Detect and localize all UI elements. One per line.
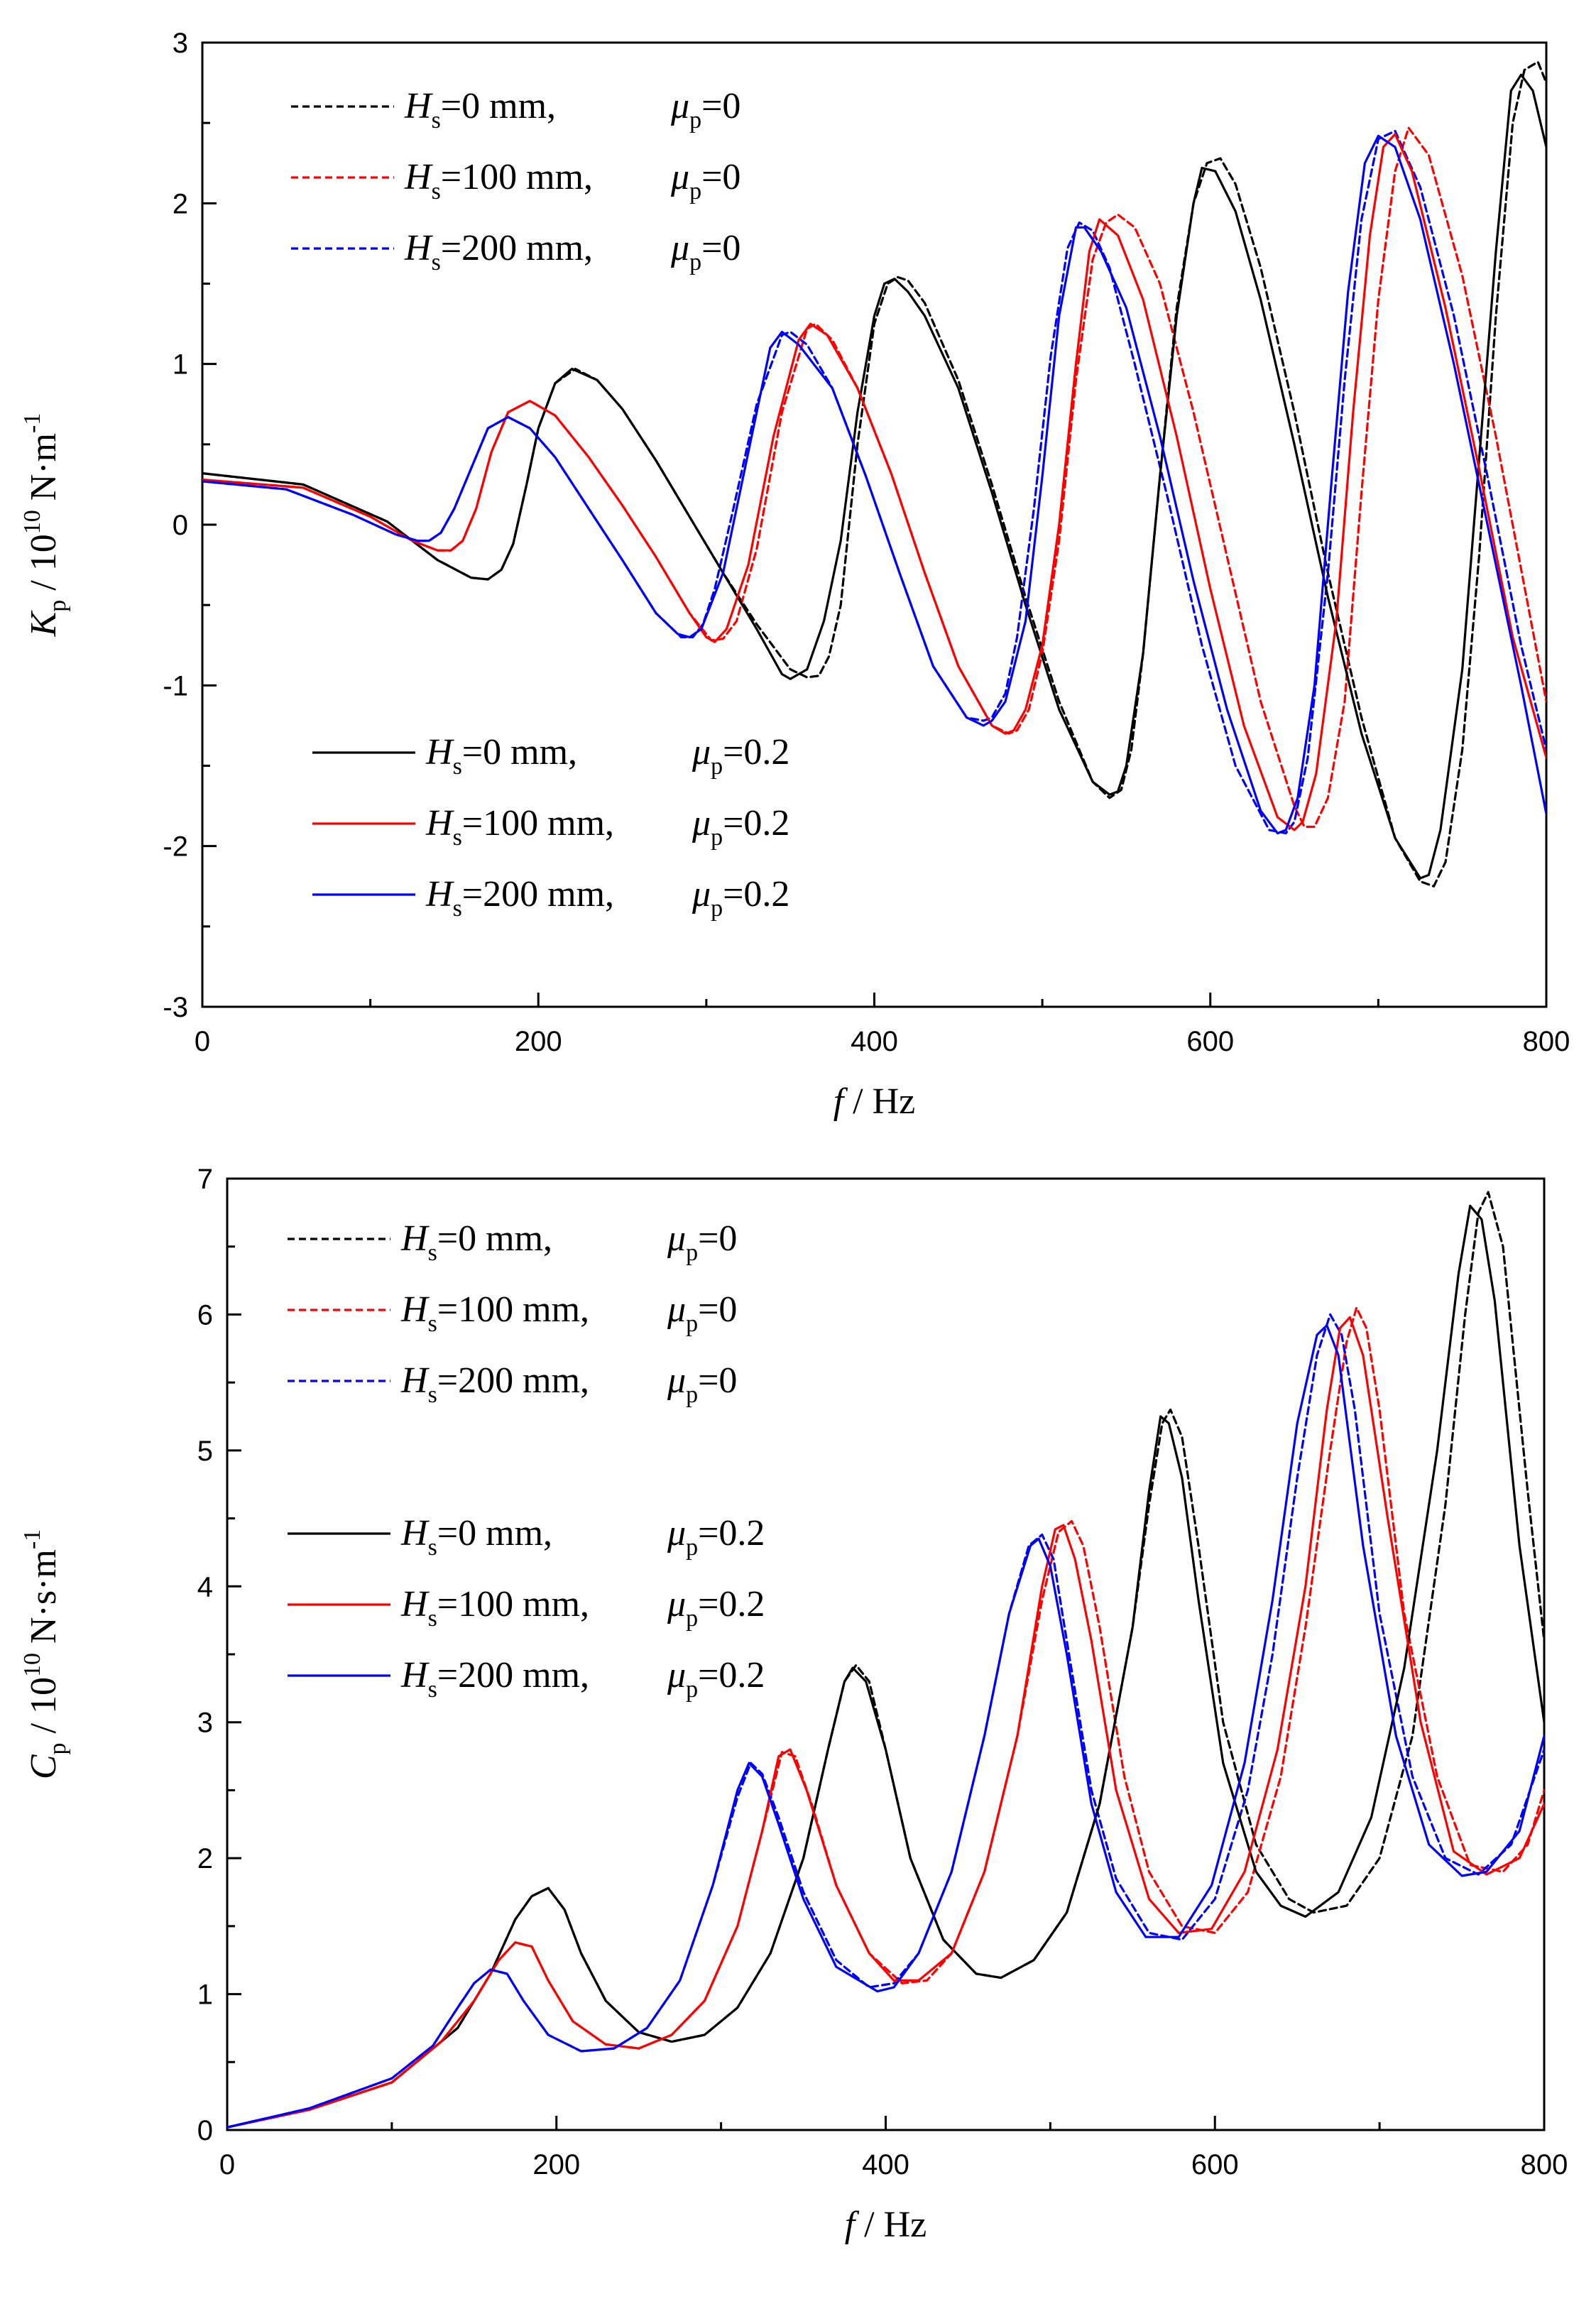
legend: Hs=0 mm, μp=0 Hs=100 mm, μp=0 Hs=200 mm, μp=0 [288,1218,737,1408]
legend-entry-label: Hs=200 mm, μp=0 [404,228,740,275]
legend-entry-label: Hs=0 mm, μp=0.2 [425,732,789,780]
legend-entry-label: Hs=200 mm, μp=0.2 [425,874,789,922]
legend-entry-label: Hs=100 mm, μp=0 [404,157,740,204]
series-line [202,60,1546,888]
x-tick-label: 0 [219,2149,235,2180]
legend-entry-label: Hs=100 mm, μp=0.2 [400,1584,765,1632]
x-tick-label: 0 [195,1026,210,1057]
x-tick-label: 200 [515,1026,562,1057]
y-tick-label: 0 [197,2115,213,2146]
x-tick-label: 600 [1191,2149,1239,2180]
legend-entry-label: Hs=0 mm, μp=0 [400,1218,737,1266]
y-tick-label: 2 [173,188,188,219]
y-tick-label: 6 [197,1299,213,1331]
series-line [227,1204,1544,2129]
legend-entry-label: Hs=200 mm, μp=0 [400,1360,737,1408]
legend: Hs=0 mm, μp=0 Hs=100 mm, μp=0 Hs=200 mm, μp=0 [291,86,740,275]
y-axis-label: Cp / 1010 N·s·m-1 [19,1529,71,1779]
y-axis-label: Kp / 1010 N·m-1 [19,413,71,638]
x-tick-label: 200 [532,2149,580,2180]
y-tick-label: 1 [173,349,188,381]
y-tick-label: -3 [163,992,188,1023]
x-tick-label: 400 [862,2149,909,2180]
y-tick-label: 1 [197,1979,213,2011]
series-line [202,129,1546,835]
legend-entry-label: Hs=200 mm, μp=0.2 [400,1655,765,1703]
legend-entry-label: Hs=100 mm, μp=0 [400,1289,737,1337]
legend: Hs=0 mm, μp=0.2 Hs=100 mm, μp=0.2 Hs=200 mm,… [312,732,789,922]
series-line [227,1316,1544,2129]
x-axis-label: f / Hz [845,2205,927,2245]
legend: Hs=0 mm, μp=0.2 Hs=100 mm, μp=0.2 Hs=200 mm,… [288,1513,765,1703]
y-tick-label: 2 [197,1843,213,1874]
series-line [202,126,1546,829]
y-tick-label: 3 [173,28,188,59]
series-line [227,1313,1544,2129]
x-axis-label: f / Hz [833,1081,916,1122]
kp-chart: 0 200 400 600 800 -3 -2 -1 0 1 2 3 f / Hz Kp / 1010 N… [19,28,1570,1122]
legend-entry-label: Hs=0 mm, μp=0 [404,86,740,133]
y-tick-label: 3 [197,1708,213,1739]
series-line [227,1324,1544,2129]
y-tick-label: -1 [163,670,188,701]
y-tick-label: 0 [173,510,188,541]
y-tick-label: 4 [197,1571,213,1602]
series-line [227,1306,1544,2129]
x-tick-label: 400 [851,1026,898,1057]
series-line [202,73,1546,880]
series-line [202,133,1546,831]
y-tick-label: 7 [197,1164,213,1195]
y-tick-label: 5 [197,1436,213,1467]
legend-entry-label: Hs=0 mm, μp=0.2 [400,1513,765,1561]
x-tick-label: 800 [1523,1026,1570,1057]
x-tick-label: 800 [1521,2149,1568,2180]
legend-entry-label: Hs=100 mm, μp=0.2 [425,803,789,851]
y-tick-label: -2 [163,831,188,863]
series-line [202,134,1546,835]
cp-chart: 0 200 400 600 800 0 1 2 3 4 5 6 7 f / Hz Cp / 1010 N·s… [19,1164,1568,2245]
x-tick-label: 600 [1186,1026,1234,1057]
